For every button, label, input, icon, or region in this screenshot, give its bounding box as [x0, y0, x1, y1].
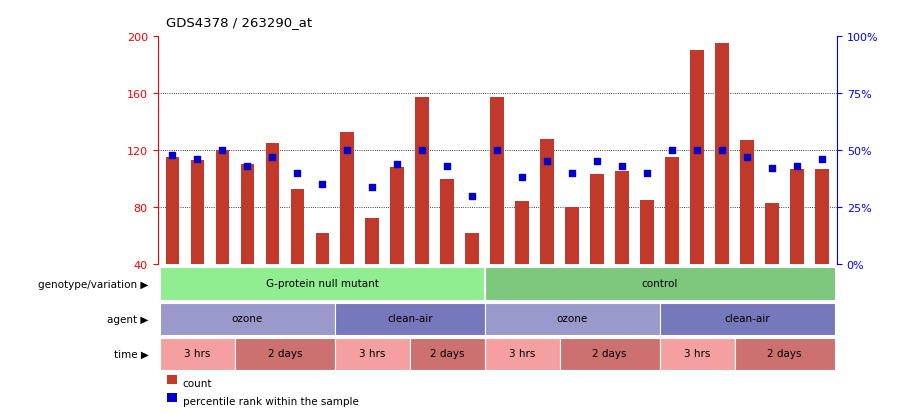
Bar: [590, 175, 604, 321]
Bar: [316, 233, 329, 321]
Bar: [765, 203, 778, 321]
Bar: [491, 98, 504, 321]
Bar: [410, 338, 485, 370]
Point: [565, 170, 580, 177]
Text: 2 days: 2 days: [267, 349, 302, 358]
Bar: [160, 268, 485, 300]
Point: [315, 182, 329, 188]
Point: [190, 157, 204, 163]
Bar: [516, 202, 529, 321]
Point: [640, 170, 654, 177]
Text: clean-air: clean-air: [387, 313, 433, 323]
Text: 3 hrs: 3 hrs: [684, 349, 710, 358]
Point: [440, 163, 454, 170]
Text: ozone: ozone: [232, 313, 263, 323]
Point: [615, 163, 629, 170]
Point: [415, 147, 429, 154]
Text: count: count: [183, 378, 212, 388]
Bar: [716, 44, 729, 321]
Point: [340, 147, 355, 154]
Bar: [485, 338, 560, 370]
Bar: [335, 303, 485, 335]
Point: [240, 163, 255, 170]
Bar: [485, 268, 834, 300]
Point: [790, 163, 805, 170]
Bar: [291, 189, 304, 321]
Point: [390, 161, 404, 168]
Point: [814, 157, 829, 163]
Text: 3 hrs: 3 hrs: [359, 349, 385, 358]
Point: [365, 184, 380, 190]
Text: control: control: [642, 278, 678, 288]
Text: agent ▶: agent ▶: [107, 314, 148, 324]
Point: [490, 147, 504, 154]
Bar: [216, 151, 230, 321]
Bar: [790, 169, 804, 321]
Point: [465, 193, 480, 199]
Point: [740, 154, 754, 161]
Text: 2 days: 2 days: [430, 349, 464, 358]
Bar: [540, 140, 554, 321]
Bar: [391, 168, 404, 321]
Bar: [734, 338, 834, 370]
Bar: [465, 233, 479, 321]
Text: 3 hrs: 3 hrs: [184, 349, 211, 358]
Bar: [340, 132, 355, 321]
Bar: [660, 338, 734, 370]
Point: [540, 159, 554, 165]
Point: [166, 152, 180, 159]
Bar: [416, 98, 429, 321]
Bar: [240, 165, 255, 321]
Bar: [565, 207, 579, 321]
Text: percentile rank within the sample: percentile rank within the sample: [183, 396, 358, 406]
Point: [765, 166, 779, 172]
Bar: [485, 303, 660, 335]
Point: [266, 154, 280, 161]
Bar: [235, 338, 335, 370]
Bar: [266, 144, 279, 321]
Bar: [166, 158, 179, 321]
Point: [290, 170, 304, 177]
Bar: [815, 169, 829, 321]
Text: G-protein null mutant: G-protein null mutant: [266, 278, 379, 288]
Text: 2 days: 2 days: [768, 349, 802, 358]
Text: genotype/variation ▶: genotype/variation ▶: [38, 279, 148, 289]
Bar: [690, 51, 704, 321]
Bar: [660, 303, 834, 335]
Bar: [365, 219, 379, 321]
Point: [690, 147, 705, 154]
Bar: [335, 338, 410, 370]
Bar: [560, 338, 660, 370]
Bar: [440, 179, 454, 321]
Bar: [616, 172, 629, 321]
Bar: [640, 200, 654, 321]
Point: [515, 175, 529, 181]
Bar: [160, 303, 335, 335]
Text: 2 days: 2 days: [592, 349, 627, 358]
Bar: [160, 338, 235, 370]
Point: [715, 147, 729, 154]
Bar: [740, 141, 754, 321]
Text: time ▶: time ▶: [113, 349, 148, 359]
Bar: [191, 161, 204, 321]
Point: [215, 147, 230, 154]
Point: [590, 159, 605, 165]
Text: clean-air: clean-air: [724, 313, 770, 323]
Point: [665, 147, 680, 154]
Text: ozone: ozone: [556, 313, 588, 323]
Bar: [665, 158, 679, 321]
Text: GDS4378 / 263290_at: GDS4378 / 263290_at: [166, 16, 312, 29]
Text: 3 hrs: 3 hrs: [509, 349, 536, 358]
